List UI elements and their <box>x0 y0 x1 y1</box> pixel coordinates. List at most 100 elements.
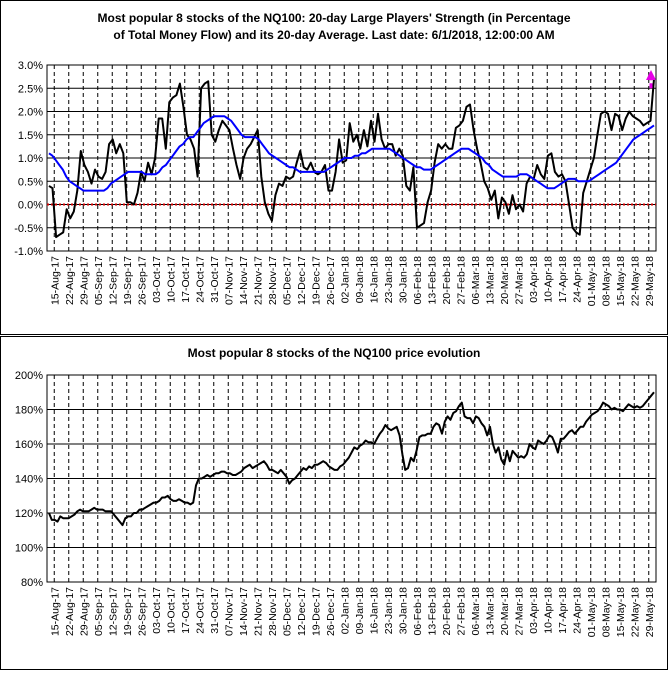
y-tick-label: -1.0% <box>14 246 43 258</box>
x-tick-label: 02-Jan-18 <box>339 256 351 303</box>
y-tick-label: 2.5% <box>18 83 43 95</box>
x-tick-label: 06-Feb-18 <box>412 587 424 636</box>
x-tick-label: 31-Oct-17 <box>209 256 221 303</box>
x-tick-label: 01-May-18 <box>586 587 598 637</box>
y-tick-label: 3.0% <box>18 60 43 72</box>
x-tick-label: 26-Sep-17 <box>136 587 148 636</box>
series-line-1 <box>48 115 655 192</box>
grid <box>47 374 656 583</box>
x-tick-label: 16-Jan-18 <box>368 587 380 634</box>
y-tick-label: 140% <box>15 474 43 486</box>
y-tick-label: 120% <box>15 508 43 520</box>
x-tick-label: 17-Apr-18 <box>557 256 569 303</box>
x-tick-label: 20-Mar-18 <box>499 256 511 305</box>
y-tick-label: 0.5% <box>18 176 43 188</box>
x-tick-label: 22-May-18 <box>629 256 641 306</box>
strength-panel: Most popular 8 stocks of the NQ100: 20-d… <box>0 0 668 335</box>
x-tick-label: 31-Oct-17 <box>209 587 221 634</box>
x-tick-label: 13-Feb-18 <box>426 256 438 305</box>
x-tick-label: 15-Aug-17 <box>49 256 61 305</box>
x-tick-label: 07-Nov-17 <box>223 587 235 636</box>
plot-area-border <box>46 374 657 583</box>
y-tick-label: 200% <box>15 370 43 382</box>
x-tick-label: 06-Mar-18 <box>470 256 482 305</box>
price-chart: Most popular 8 stocks of the NQ100 price… <box>15 346 657 637</box>
chart-title-line1: Most popular 8 stocks of the NQ100: 20-d… <box>98 11 571 25</box>
x-tick-label: 17-Oct-17 <box>180 587 192 634</box>
x-tick-label: 14-Nov-17 <box>238 587 250 636</box>
x-tick-label: 05-Sep-17 <box>93 587 105 636</box>
chart-title-line2: of Total Money Flow) and its 20-day Aver… <box>113 28 554 42</box>
x-tick-label: 17-Apr-18 <box>557 587 569 634</box>
x-tick-label: 22-Aug-17 <box>64 587 76 636</box>
series-line-0 <box>48 391 655 527</box>
y-tick-label: 1.0% <box>18 153 43 165</box>
x-tick-label: 22-Aug-17 <box>64 256 76 305</box>
x-tick-label: 06-Feb-18 <box>412 256 424 305</box>
trend-arrow-annotation <box>646 69 656 89</box>
x-tick-label: 12-Sep-17 <box>107 587 119 636</box>
y-tick-label: 1.5% <box>18 130 43 142</box>
x-tick-label: 15-Aug-17 <box>49 587 61 636</box>
x-tick-label: 24-Oct-17 <box>194 256 206 303</box>
x-tick-label: 21-Nov-17 <box>252 256 264 305</box>
grid <box>47 64 656 252</box>
y-tick-label: -0.5% <box>14 223 43 235</box>
x-tick-label: 03-Oct-17 <box>151 256 163 303</box>
plot-area-border <box>46 64 657 252</box>
x-tick-label: 13-Feb-18 <box>426 587 438 636</box>
y-tick-label: 0.0% <box>18 200 43 212</box>
x-tick-label: 26-Dec-17 <box>325 256 337 305</box>
x-tick-label: 15-May-18 <box>615 587 627 637</box>
x-tick-label: 12-Dec-17 <box>296 256 308 305</box>
y-tick-label: 2.0% <box>18 107 43 119</box>
x-tick-label: 15-May-18 <box>615 256 627 306</box>
y-tick-label: 160% <box>15 439 43 451</box>
x-tick-label: 10-Apr-18 <box>542 587 554 634</box>
x-tick-label: 20-Feb-18 <box>441 256 453 305</box>
x-tick-label: 12-Dec-17 <box>296 587 308 636</box>
x-tick-label: 27-Mar-18 <box>513 256 525 305</box>
x-tick-label: 13-Mar-18 <box>484 256 496 305</box>
x-tick-label: 30-Jan-18 <box>397 256 409 303</box>
chart-title: Most popular 8 stocks of the NQ100 price… <box>188 346 481 360</box>
x-tick-label: 08-May-18 <box>600 587 612 637</box>
x-tick-label: 02-Jan-18 <box>339 587 351 634</box>
x-tick-label: 30-Jan-18 <box>397 587 409 634</box>
y-tick-label: 80% <box>21 577 43 589</box>
x-tick-label: 14-Nov-17 <box>238 256 250 305</box>
x-tick-label: 19-Dec-17 <box>310 587 322 636</box>
price-panel: Most popular 8 stocks of the NQ100 price… <box>0 336 668 670</box>
x-tick-label: 03-Apr-18 <box>528 256 540 303</box>
x-tick-label: 09-Jan-18 <box>354 587 366 634</box>
x-tick-label: 16-Jan-18 <box>368 256 380 303</box>
x-tick-label: 28-Nov-17 <box>267 587 279 636</box>
x-tick-label: 05-Sep-17 <box>93 256 105 305</box>
x-tick-label: 10-Oct-17 <box>165 587 177 634</box>
x-tick-label: 05-Dec-17 <box>281 587 293 636</box>
x-tick-label: 10-Oct-17 <box>165 256 177 303</box>
x-tick-label: 19-Sep-17 <box>122 256 134 305</box>
x-tick-label: 19-Sep-17 <box>122 587 134 636</box>
x-tick-label: 20-Mar-18 <box>499 587 511 636</box>
x-tick-label: 03-Oct-17 <box>151 587 163 634</box>
x-tick-label: 26-Dec-17 <box>325 587 337 636</box>
x-tick-label: 10-Apr-18 <box>542 256 554 303</box>
x-tick-label: 08-May-18 <box>600 256 612 306</box>
x-tick-label: 29-Aug-17 <box>78 256 90 305</box>
y-tick-label: 180% <box>15 405 43 417</box>
x-tick-label: 19-Dec-17 <box>310 256 322 305</box>
x-tick-label: 27-Feb-18 <box>455 256 467 305</box>
x-tick-label: 03-Apr-18 <box>528 587 540 634</box>
x-tick-label: 01-May-18 <box>586 256 598 306</box>
x-tick-label: 06-Mar-18 <box>470 587 482 636</box>
x-tick-label: 20-Feb-18 <box>441 587 453 636</box>
x-tick-label: 13-Mar-18 <box>484 587 496 636</box>
x-tick-label: 17-Oct-17 <box>180 256 192 303</box>
x-tick-label: 27-Mar-18 <box>513 587 525 636</box>
x-tick-label: 29-May-18 <box>644 587 656 637</box>
x-tick-label: 27-Feb-18 <box>455 587 467 636</box>
x-tick-label: 29-Aug-17 <box>78 587 90 636</box>
trend-arrow-head <box>646 69 656 80</box>
